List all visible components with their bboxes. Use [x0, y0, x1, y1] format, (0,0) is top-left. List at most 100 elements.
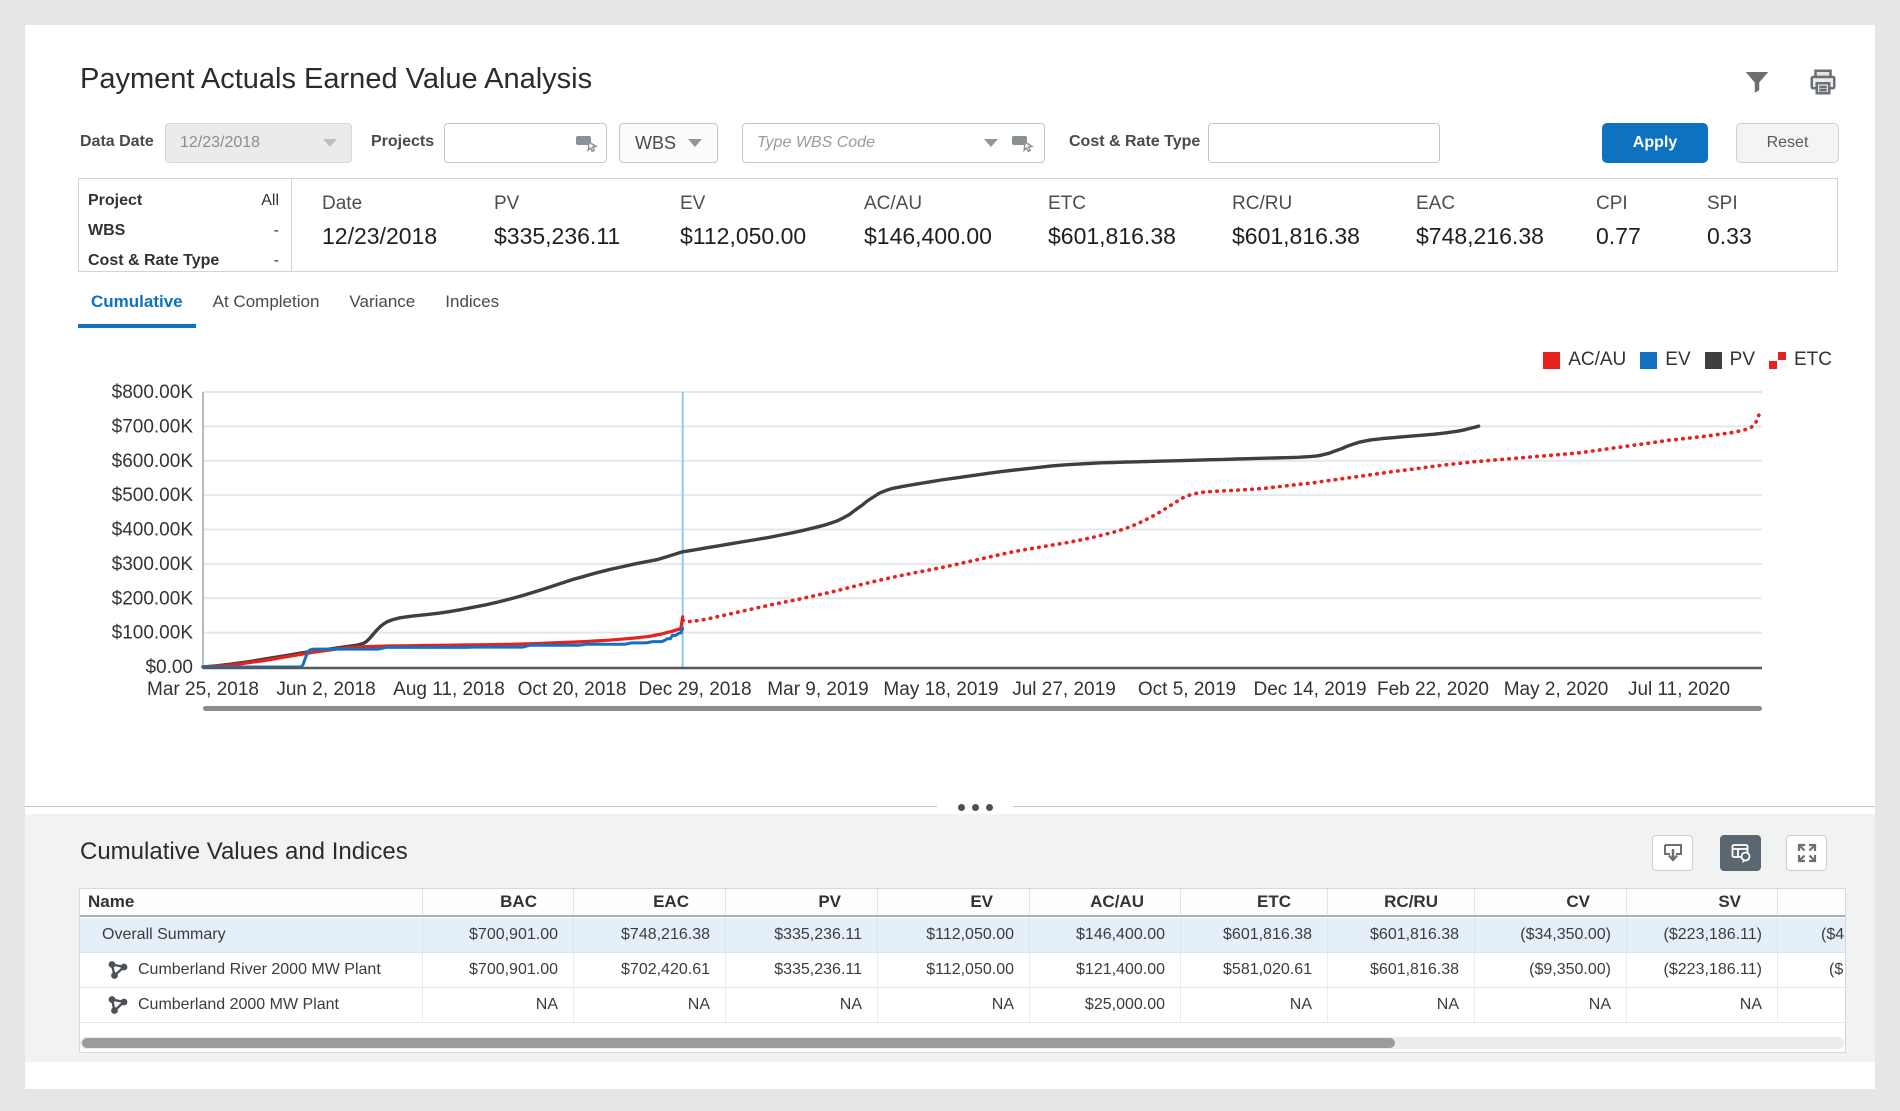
legend-swatch	[1704, 351, 1722, 369]
summary-scope-row: Project All	[88, 192, 279, 210]
legend-item-acau: AC/AU	[1543, 349, 1626, 371]
legend-label: AC/AU	[1568, 349, 1627, 370]
splitter-handle[interactable]	[937, 798, 1013, 816]
y-axis-label: $200.00K	[112, 588, 194, 609]
project-icon	[106, 958, 130, 982]
series-ev	[201, 627, 685, 669]
table-row[interactable]: Cumberland 2000 MW Plant NA NA NA NA $25,000.…	[80, 988, 1845, 1023]
apply-button[interactable]: Apply	[1602, 123, 1708, 163]
column-header-bac[interactable]: BAC	[423, 889, 574, 915]
cell-sv: NA	[1627, 988, 1778, 1022]
x-axis-label: Feb 22, 2020	[1377, 679, 1489, 700]
cell-ev: NA	[878, 988, 1030, 1022]
download-button[interactable]	[1652, 835, 1693, 871]
metric-value: $335,236.11	[494, 223, 621, 249]
metric-value: 0.33	[1707, 223, 1752, 249]
wbs-code-placeholder: Type WBS Code	[757, 134, 875, 151]
filter-icon[interactable]	[1742, 67, 1772, 97]
projects-input[interactable]	[444, 123, 607, 163]
column-header-sv[interactable]: SV	[1627, 889, 1778, 915]
evm-chart[interactable]: $0.00 $100.00K $200.00K $300.00K $400.00K $50…	[25, 25, 1875, 805]
cell-acau: $25,000.00	[1030, 988, 1181, 1022]
wbs-dropdown-button[interactable]: WBS	[619, 123, 718, 163]
legend-item-etc: ETC	[1769, 349, 1832, 371]
data-date-select[interactable]: 12/23/2018	[165, 123, 352, 163]
tab-bar: Cumulative At Completion Variance Indices	[78, 290, 516, 332]
chevron-down-icon	[323, 139, 337, 147]
scope-label: Cost & Rate Type	[88, 252, 220, 269]
table-row[interactable]: Overall Summary $700,901.00 $748,216.38 $33…	[80, 918, 1845, 953]
cell-etc: NA	[1181, 988, 1328, 1022]
cell-ev: $112,050.00	[878, 918, 1030, 952]
column-header-cv[interactable]: CV	[1475, 889, 1627, 915]
x-axis-label: Oct 20, 2018	[518, 679, 627, 700]
legend-label: PV	[1729, 349, 1755, 370]
metric-value: $112,050.00	[680, 223, 807, 249]
column-header-name[interactable]: Name	[80, 889, 423, 915]
print-icon[interactable]	[1808, 67, 1838, 97]
column-header-blank[interactable]	[1778, 889, 1845, 915]
x-axis-label: Oct 5, 2019	[1138, 679, 1236, 700]
cell-cv: NA	[1475, 988, 1627, 1022]
summary-metrics-panel: Date 12/23/2018 PV $335,236.11 EV $112,050.00…	[291, 178, 1838, 272]
chart-hscrollbar[interactable]	[203, 706, 1762, 711]
tab-variance[interactable]: Variance	[349, 292, 416, 311]
scope-value: -	[273, 222, 279, 239]
x-axis-label: Mar 25, 2018	[147, 679, 259, 700]
metric-label: Date	[322, 193, 363, 214]
cell-extra: ($4	[1778, 918, 1845, 952]
reset-button[interactable]: Reset	[1736, 123, 1839, 163]
wbs-picker-icon[interactable]	[1010, 129, 1034, 158]
cell-rcru: $601,816.38	[1328, 953, 1475, 987]
y-axis-label: $100.00K	[112, 623, 194, 644]
legend-swatch	[1640, 351, 1658, 369]
row-name-label: Overall Summary	[102, 926, 226, 943]
cell-pv: NA	[726, 988, 878, 1022]
cell-bac: $700,901.00	[423, 953, 574, 987]
cost-rate-type-label: Cost & Rate Type	[1069, 133, 1201, 150]
expand-button[interactable]	[1786, 835, 1827, 871]
table-hscrollbar-thumb[interactable]	[82, 1038, 1395, 1048]
cell-cv: ($9,350.00)	[1475, 953, 1627, 987]
column-header-eac[interactable]: EAC	[574, 889, 726, 915]
cell-sv: ($223,186.11)	[1627, 953, 1778, 987]
table-row[interactable]: Cumberland River 2000 MW Plant $700,901.0…	[80, 953, 1845, 988]
table-settings-button[interactable]	[1720, 835, 1761, 871]
cell-pv: $335,236.11	[726, 953, 878, 987]
data-date-value: 12/23/2018	[180, 134, 261, 151]
table-header-row: Name BAC EAC PV EV AC/AU ETC RC/RU CV SV	[80, 889, 1845, 917]
projects-picker-icon[interactable]	[574, 129, 598, 158]
cell-name: Overall Summary	[80, 918, 423, 952]
data-date-label: Data Date	[80, 133, 154, 150]
column-header-ev[interactable]: EV	[878, 889, 1030, 915]
tab-at-completion[interactable]: At Completion	[212, 292, 320, 311]
y-axis-label: $500.00K	[112, 485, 194, 506]
x-axis-label: Mar 9, 2019	[767, 679, 868, 700]
scope-value: -	[273, 252, 279, 269]
metric-value: $146,400.00	[864, 223, 992, 249]
app-card: Payment Actuals Earned Value Analysis Da…	[25, 25, 1875, 1089]
series-etc	[680, 410, 1762, 624]
metric-value: $748,216.38	[1416, 223, 1544, 249]
row-name-label: Cumberland 2000 MW Plant	[138, 996, 339, 1013]
cell-eac: $748,216.38	[574, 918, 726, 952]
cost-rate-type-input[interactable]	[1208, 123, 1440, 163]
summary-scope-row: WBS -	[88, 222, 279, 240]
column-header-pv[interactable]: PV	[726, 889, 878, 915]
page-title: Payment Actuals Earned Value Analysis	[80, 63, 593, 95]
tab-cumulative[interactable]: Cumulative	[78, 290, 196, 332]
chart-legend: AC/AU EV PV ETC	[1543, 349, 1832, 371]
legend-swatch	[1543, 351, 1561, 369]
scope-label: Project	[88, 192, 143, 209]
column-header-etc[interactable]: ETC	[1181, 889, 1328, 915]
tab-indices[interactable]: Indices	[445, 292, 500, 311]
series-acau	[201, 615, 685, 669]
wbs-code-input[interactable]: Type WBS Code	[742, 123, 1045, 163]
column-header-rcru[interactable]: RC/RU	[1328, 889, 1475, 915]
y-axis-label: $700.00K	[112, 416, 194, 437]
summary-scope-row: Cost & Rate Type -	[88, 252, 279, 270]
metric-label: RC/RU	[1232, 193, 1293, 214]
column-header-acau[interactable]: AC/AU	[1030, 889, 1181, 915]
cell-extra: ($	[1778, 953, 1845, 987]
x-axis-label: Jul 11, 2020	[1628, 679, 1730, 700]
